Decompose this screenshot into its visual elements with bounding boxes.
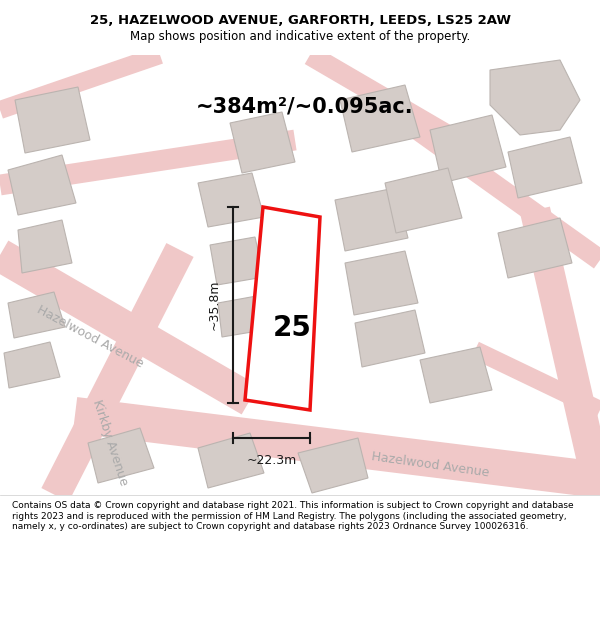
Polygon shape bbox=[230, 112, 295, 173]
Text: ~384m²/~0.095ac.: ~384m²/~0.095ac. bbox=[196, 97, 414, 117]
Text: Kirkby Avenue: Kirkby Avenue bbox=[90, 398, 130, 488]
Polygon shape bbox=[340, 85, 420, 152]
Polygon shape bbox=[498, 218, 572, 278]
Polygon shape bbox=[355, 310, 425, 367]
Polygon shape bbox=[198, 173, 264, 227]
Polygon shape bbox=[18, 220, 72, 273]
Polygon shape bbox=[210, 237, 264, 285]
Text: 25, HAZELWOOD AVENUE, GARFORTH, LEEDS, LS25 2AW: 25, HAZELWOOD AVENUE, GARFORTH, LEEDS, L… bbox=[89, 14, 511, 27]
Polygon shape bbox=[218, 295, 270, 337]
Polygon shape bbox=[420, 347, 492, 403]
Polygon shape bbox=[335, 188, 408, 251]
Polygon shape bbox=[88, 428, 154, 483]
Text: 25: 25 bbox=[273, 314, 312, 342]
Polygon shape bbox=[490, 60, 580, 135]
Polygon shape bbox=[298, 438, 368, 493]
Polygon shape bbox=[385, 168, 462, 233]
Polygon shape bbox=[15, 87, 90, 153]
Text: Contains OS data © Crown copyright and database right 2021. This information is : Contains OS data © Crown copyright and d… bbox=[12, 501, 574, 531]
Text: Map shows position and indicative extent of the property.: Map shows position and indicative extent… bbox=[130, 30, 470, 43]
Polygon shape bbox=[8, 292, 65, 338]
Polygon shape bbox=[245, 207, 320, 410]
Text: Hazelwood Avenue: Hazelwood Avenue bbox=[370, 450, 490, 480]
Text: ~35.8m: ~35.8m bbox=[208, 280, 221, 330]
Polygon shape bbox=[198, 433, 264, 488]
Text: ~22.3m: ~22.3m bbox=[247, 454, 296, 467]
Polygon shape bbox=[8, 155, 76, 215]
Polygon shape bbox=[345, 251, 418, 315]
Polygon shape bbox=[4, 342, 60, 388]
Text: Hazelwood Avenue: Hazelwood Avenue bbox=[35, 303, 145, 371]
Polygon shape bbox=[508, 137, 582, 198]
Polygon shape bbox=[430, 115, 506, 183]
